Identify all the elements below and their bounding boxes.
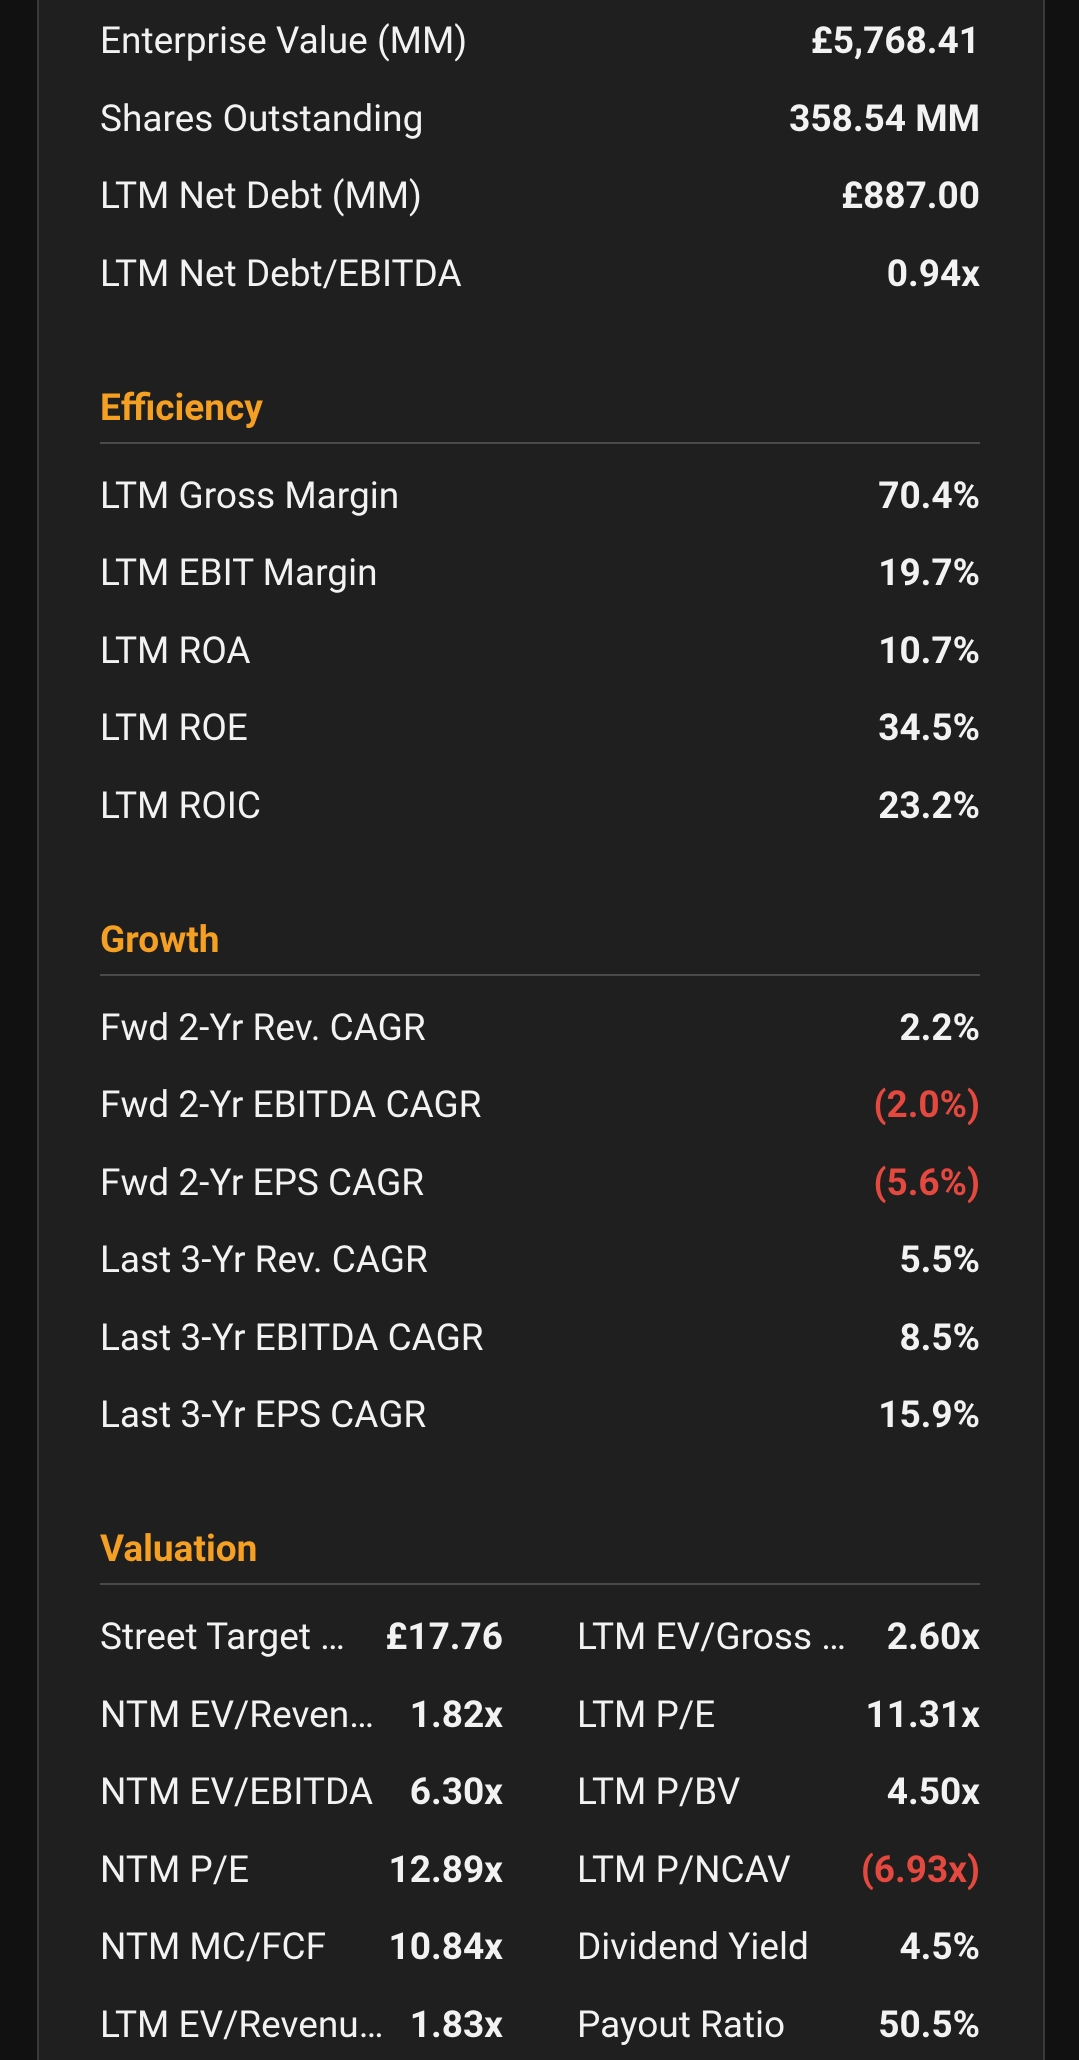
section-title: Valuation (100, 1528, 258, 1571)
metric-label: Fwd 2-Yr EPS CAGR (100, 1161, 425, 1205)
metric-label: LTM EV/Revenu… (100, 2003, 384, 2047)
metric-label: NTM EV/Reven… (100, 1693, 374, 1737)
metric-value: 15.9% (878, 1394, 980, 1437)
section-title: Growth (100, 918, 220, 962)
metric-value: 6.30x (409, 1771, 503, 1814)
metric-label: Street Target … (100, 1616, 345, 1659)
metric-label: LTM Net Debt/EBITDA (100, 252, 462, 296)
metric-label: NTM EV/EBITDA (100, 1771, 374, 1814)
metric-value: 358.54 MM (789, 97, 980, 141)
metric-value: 8.5% (899, 1316, 980, 1360)
metric-label: Fwd 2-Yr EBITDA CAGR (100, 1084, 482, 1127)
metric-value: 10.84x (388, 1926, 503, 1969)
metric-label: Last 3-Yr EPS CAGR (100, 1394, 427, 1437)
metric-label: Last 3-Yr Rev. CAGR (100, 1239, 428, 1282)
metric-label: NTM MC/FCF (100, 1926, 327, 1969)
metric-label: Last 3-Yr EBITDA CAGR (100, 1316, 484, 1360)
metric-label: Fwd 2-Yr Rev. CAGR (100, 1006, 426, 1050)
metric-value: 0.94x (886, 252, 980, 296)
metric-value: (2.0%) (873, 1084, 980, 1127)
metric-label: Payout Ratio (577, 2003, 786, 2047)
metric-value: £5,768.41 (810, 20, 980, 63)
metric-value: (5.6%) (873, 1161, 980, 1205)
metric-label: Shares Outstanding (100, 97, 424, 141)
metric-value: 23.2% (878, 784, 980, 828)
metric-value: 19.7% (878, 552, 980, 595)
metric-value: 4.50x (886, 1771, 980, 1814)
metric-value: 2.2% (899, 1006, 980, 1050)
metric-value: (6.93x) (860, 1848, 980, 1892)
metric-value: 34.5% (878, 707, 980, 750)
metric-label: LTM P/NCAV (577, 1848, 791, 1892)
metric-label: LTM EV/Gross … (577, 1616, 846, 1659)
metric-value: 1.83x (409, 2003, 503, 2047)
metric-label: LTM P/BV (577, 1771, 741, 1814)
metric-value: £17.76 (385, 1616, 503, 1659)
metric-value: 12.89x (388, 1848, 503, 1892)
metric-label: NTM P/E (100, 1848, 250, 1892)
metric-value: 5.5% (899, 1239, 980, 1282)
metric-label: Dividend Yield (577, 1926, 809, 1969)
metric-value: 2.60x (886, 1616, 980, 1659)
metric-value: 70.4% (878, 474, 980, 518)
metric-value: 11.31x (865, 1693, 980, 1737)
section-title: Efficiency (100, 386, 263, 430)
metric-value: 50.5% (878, 2003, 980, 2047)
metric-label: LTM Net Debt (MM) (100, 175, 422, 218)
section-divider (100, 973, 980, 976)
metric-value: 4.5% (899, 1926, 980, 1969)
metric-label: LTM P/E (577, 1693, 716, 1737)
metric-label: LTM ROE (100, 707, 248, 750)
metric-value: £887.00 (841, 175, 980, 218)
metric-value: 1.82x (409, 1693, 503, 1737)
metric-value: 10.7% (878, 629, 980, 673)
panel (37, 0, 1045, 2060)
metric-label: LTM Gross Margin (100, 474, 400, 518)
metric-label: LTM ROA (100, 629, 251, 673)
section-divider (100, 1583, 980, 1585)
section-divider (100, 441, 980, 444)
metric-label: LTM ROIC (100, 784, 261, 828)
metric-label: Enterprise Value (MM) (100, 20, 468, 63)
metric-label: LTM EBIT Margin (100, 552, 378, 595)
